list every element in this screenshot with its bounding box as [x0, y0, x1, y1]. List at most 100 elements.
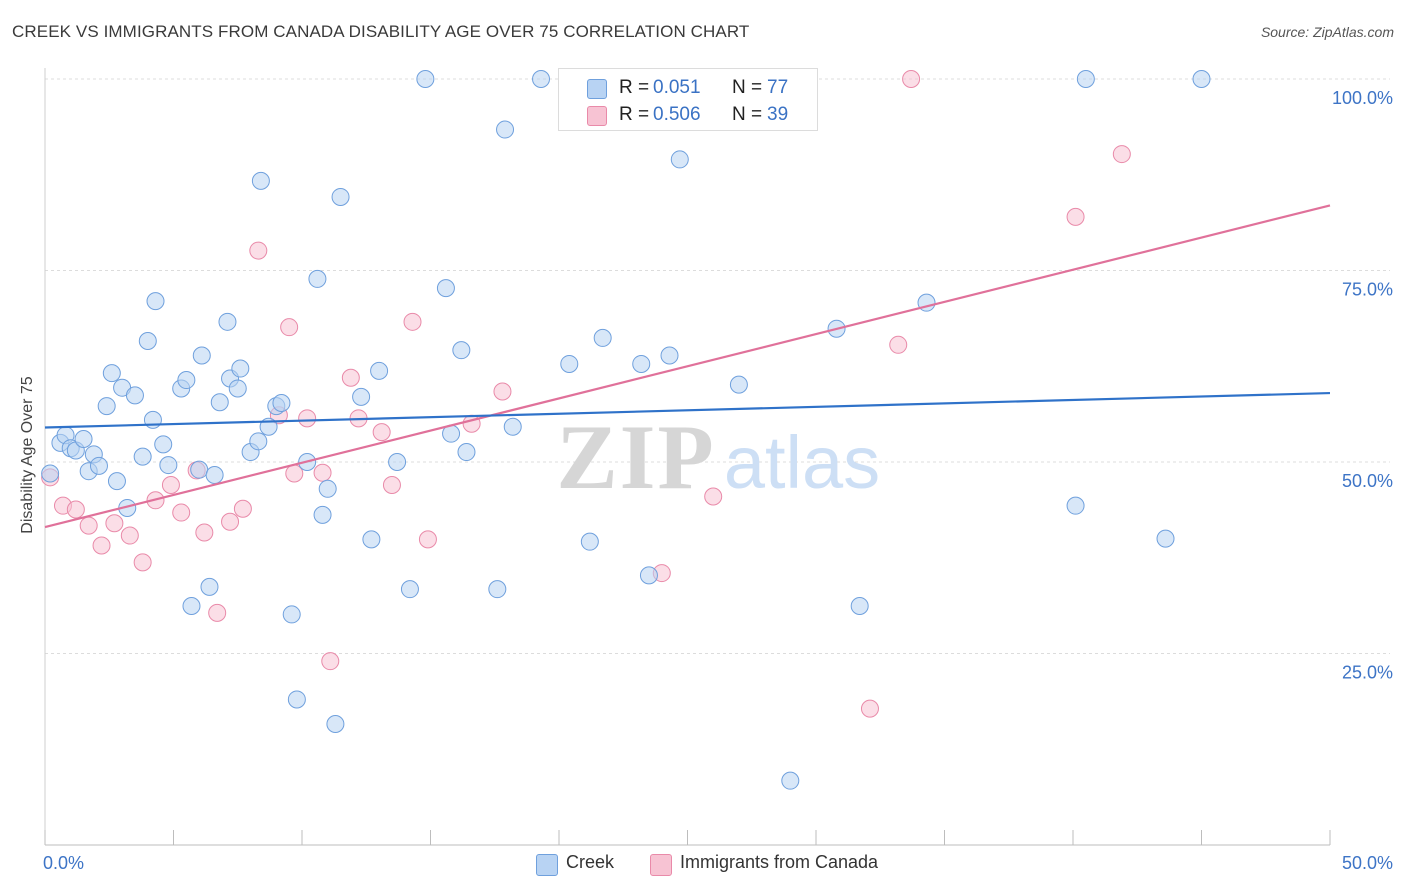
canada-point [233, 499, 252, 518]
creek-point [177, 371, 196, 390]
legend-label-canada: Immigrants from Canada [680, 852, 879, 872]
series-legend: Creek Immigrants from Canada [0, 852, 1406, 878]
canada-point [313, 463, 332, 482]
creek-point [388, 453, 407, 471]
creek-point [639, 566, 658, 585]
creek-point [182, 597, 201, 616]
trend-lines [44, 204, 1331, 529]
legend-label-creek: Creek [566, 852, 615, 872]
creek-point [205, 466, 224, 485]
canada-point [403, 312, 422, 331]
creek-point [532, 70, 551, 88]
creek-point [200, 577, 219, 596]
canada-point [161, 475, 180, 494]
r-value: 0.051 [653, 77, 701, 98]
creek-point [729, 375, 748, 394]
creek-point [370, 361, 389, 380]
creek-point [436, 279, 455, 298]
creek-point [400, 580, 419, 599]
creek-point [138, 331, 157, 350]
canada-point [1112, 145, 1131, 164]
creek-point [218, 312, 237, 331]
n-label: N = [732, 77, 763, 98]
creek-point [231, 359, 250, 378]
canada-point [1066, 207, 1085, 226]
creek-point [331, 187, 350, 206]
canada-trend-line [44, 204, 1331, 529]
canada-point [92, 536, 111, 555]
canada-point [889, 335, 908, 354]
creek-point [632, 354, 651, 373]
canada-swatch [650, 854, 672, 876]
axes [44, 68, 1331, 846]
creek-point [362, 530, 381, 549]
creek-point [670, 150, 689, 169]
y-tick-label: 100.0% [1332, 88, 1393, 108]
canada-point [704, 487, 723, 506]
canada-point [280, 318, 299, 337]
creek-point [503, 417, 522, 436]
creek-point [210, 393, 229, 412]
creek-swatch [587, 79, 607, 99]
canada-points [41, 70, 1131, 718]
chart-title: CREEK VS IMMIGRANTS FROM CANADA DISABILI… [12, 22, 750, 41]
canada-point [120, 526, 139, 545]
r-value: 0.506 [653, 104, 701, 125]
creek-point [560, 354, 579, 373]
creek-point [159, 456, 178, 475]
creek-point [228, 379, 247, 398]
y-tick-label: 75.0% [1342, 280, 1393, 300]
creek-point [781, 771, 800, 790]
n-value: 39 [767, 104, 789, 125]
n-value: 77 [767, 77, 789, 98]
creek-point [308, 269, 327, 288]
canada-point [321, 652, 340, 671]
creek-point [272, 394, 291, 413]
watermark-zip: ZIP [556, 406, 715, 508]
canada-point [133, 553, 152, 572]
canada-swatch [587, 106, 607, 126]
creek-point [496, 120, 515, 139]
canada-point [221, 512, 240, 531]
creek-point [249, 432, 268, 451]
creek-point [287, 690, 306, 709]
creek-point [190, 460, 209, 479]
source-credit: Source: ZipAtlas.com [1260, 24, 1394, 40]
canada-point [382, 475, 401, 494]
creek-point [192, 346, 211, 365]
creek-point [457, 443, 476, 462]
creek-point [125, 386, 144, 405]
canada-point [79, 516, 98, 535]
creek-point [1066, 496, 1085, 515]
creek-point [154, 435, 173, 454]
x-tick-label: 50.0% [1342, 853, 1393, 873]
canada-point [66, 500, 85, 519]
creek-point [850, 597, 869, 616]
creek-point [102, 364, 121, 383]
creek-point [1076, 70, 1095, 88]
creek-point [1192, 70, 1211, 88]
creek-point [488, 580, 507, 599]
creek-point [74, 430, 93, 449]
watermark-atlas: atlas [724, 421, 880, 504]
y-tick-label: 25.0% [1342, 663, 1393, 683]
creek-point [318, 479, 337, 498]
canada-point [341, 368, 360, 387]
canada-point [493, 382, 512, 401]
x-tick-label: 0.0% [43, 853, 84, 873]
creek-trend-line [44, 391, 1331, 429]
canada-point [172, 503, 191, 522]
creek-point [133, 447, 152, 466]
creek-point [89, 456, 108, 475]
r-label: R = [619, 77, 650, 98]
creek-point [97, 397, 116, 416]
canada-point [418, 530, 437, 549]
y-tick-label: 50.0% [1342, 471, 1393, 491]
r-label: R = [619, 104, 650, 125]
creek-point [41, 464, 60, 483]
canada-point [860, 699, 879, 718]
canada-point [249, 241, 268, 260]
n-label: N = [732, 104, 763, 125]
canada-point [208, 603, 227, 622]
